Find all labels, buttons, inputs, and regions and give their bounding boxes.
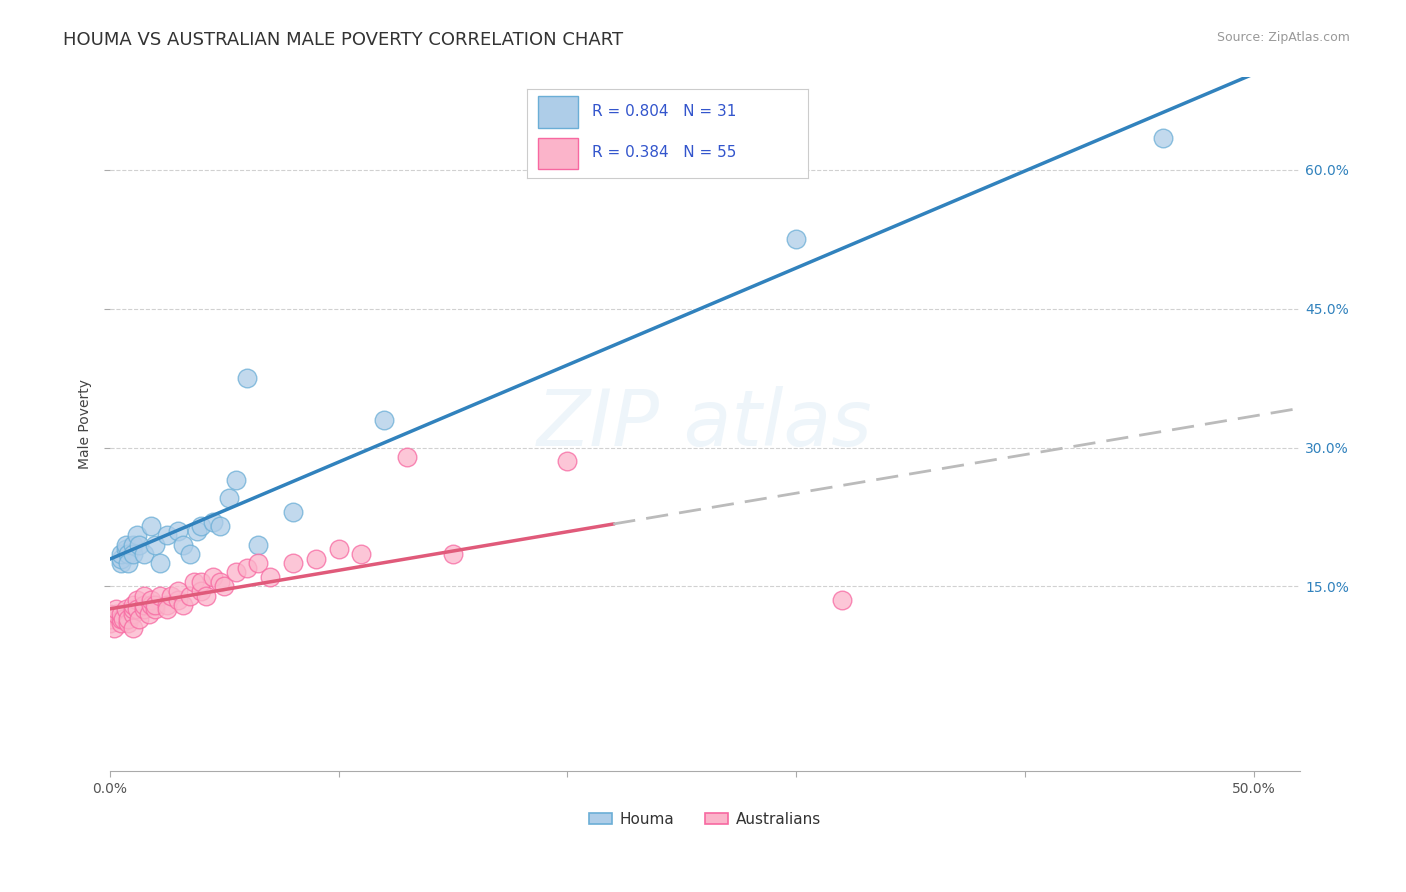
Point [112, 612, 135, 626]
Point [557, 454, 579, 468]
Point [149, 589, 172, 603]
Point [114, 602, 136, 616]
Point [186, 524, 208, 538]
Point [110, 616, 132, 631]
Point [117, 556, 139, 570]
Text: HOUMA VS AUSTRALIAN MALE POVERTY CORRELATION CHART: HOUMA VS AUSTRALIAN MALE POVERTY CORRELA… [63, 31, 623, 49]
Point [105, 602, 128, 616]
Point [139, 593, 162, 607]
Point [281, 556, 304, 570]
Point [179, 547, 201, 561]
Point [145, 602, 167, 616]
Point [127, 602, 149, 616]
Point [110, 556, 132, 570]
Point [117, 616, 139, 631]
Point [98, 607, 121, 621]
Point [1152, 130, 1174, 145]
Point [110, 612, 132, 626]
Point [121, 598, 143, 612]
Point [183, 574, 205, 589]
Point [247, 556, 270, 570]
Point [167, 524, 190, 538]
Point [114, 538, 136, 552]
Point [98, 612, 121, 626]
Text: R = 0.384   N = 55: R = 0.384 N = 55 [592, 145, 737, 161]
Point [190, 574, 212, 589]
Point [236, 371, 259, 385]
Point [281, 505, 304, 519]
Point [396, 450, 419, 464]
Y-axis label: Male Poverty: Male Poverty [79, 379, 93, 469]
Point [350, 547, 373, 561]
Point [259, 570, 281, 584]
Point [305, 551, 328, 566]
Point [212, 579, 235, 593]
Point [194, 589, 217, 603]
Point [785, 232, 807, 246]
Point [121, 602, 143, 616]
Point [208, 574, 231, 589]
Point [160, 589, 183, 603]
Point [127, 528, 149, 542]
Point [138, 607, 160, 621]
Point [128, 612, 150, 626]
Point [328, 542, 350, 557]
FancyBboxPatch shape [538, 138, 578, 169]
Point [156, 598, 179, 612]
Point [225, 566, 247, 580]
Legend: Houma, Australians: Houma, Australians [583, 805, 827, 833]
Point [441, 547, 464, 561]
Point [145, 538, 167, 552]
Point [114, 542, 136, 557]
Text: Source: ZipAtlas.com: Source: ZipAtlas.com [1216, 31, 1350, 45]
FancyBboxPatch shape [538, 96, 578, 128]
Point [121, 607, 143, 621]
Point [247, 538, 270, 552]
Point [156, 602, 179, 616]
Point [139, 519, 162, 533]
Point [172, 538, 194, 552]
Point [139, 598, 162, 612]
Point [132, 602, 155, 616]
Point [167, 593, 190, 607]
Point [373, 413, 395, 427]
Point [121, 538, 143, 552]
Point [149, 556, 172, 570]
Point [145, 598, 167, 612]
Point [117, 612, 139, 626]
Point [98, 616, 121, 631]
Point [103, 621, 125, 635]
Point [201, 515, 224, 529]
Point [831, 593, 853, 607]
Point [208, 519, 231, 533]
Point [179, 589, 201, 603]
Point [132, 547, 155, 561]
Point [127, 593, 149, 607]
Point [190, 519, 212, 533]
Point [156, 528, 179, 542]
Point [132, 598, 155, 612]
Point [117, 547, 139, 561]
Point [167, 583, 190, 598]
Point [121, 547, 143, 561]
Point [105, 607, 128, 621]
Point [190, 583, 212, 598]
Text: R = 0.804   N = 31: R = 0.804 N = 31 [592, 104, 737, 120]
Point [236, 561, 259, 575]
Point [218, 491, 240, 506]
Text: ZIP atlas: ZIP atlas [537, 386, 873, 462]
Point [201, 570, 224, 584]
Point [121, 621, 143, 635]
Point [132, 589, 155, 603]
Point [110, 607, 132, 621]
Point [172, 598, 194, 612]
Point [128, 538, 150, 552]
Point [110, 551, 132, 566]
Point [110, 547, 132, 561]
Point [225, 473, 247, 487]
